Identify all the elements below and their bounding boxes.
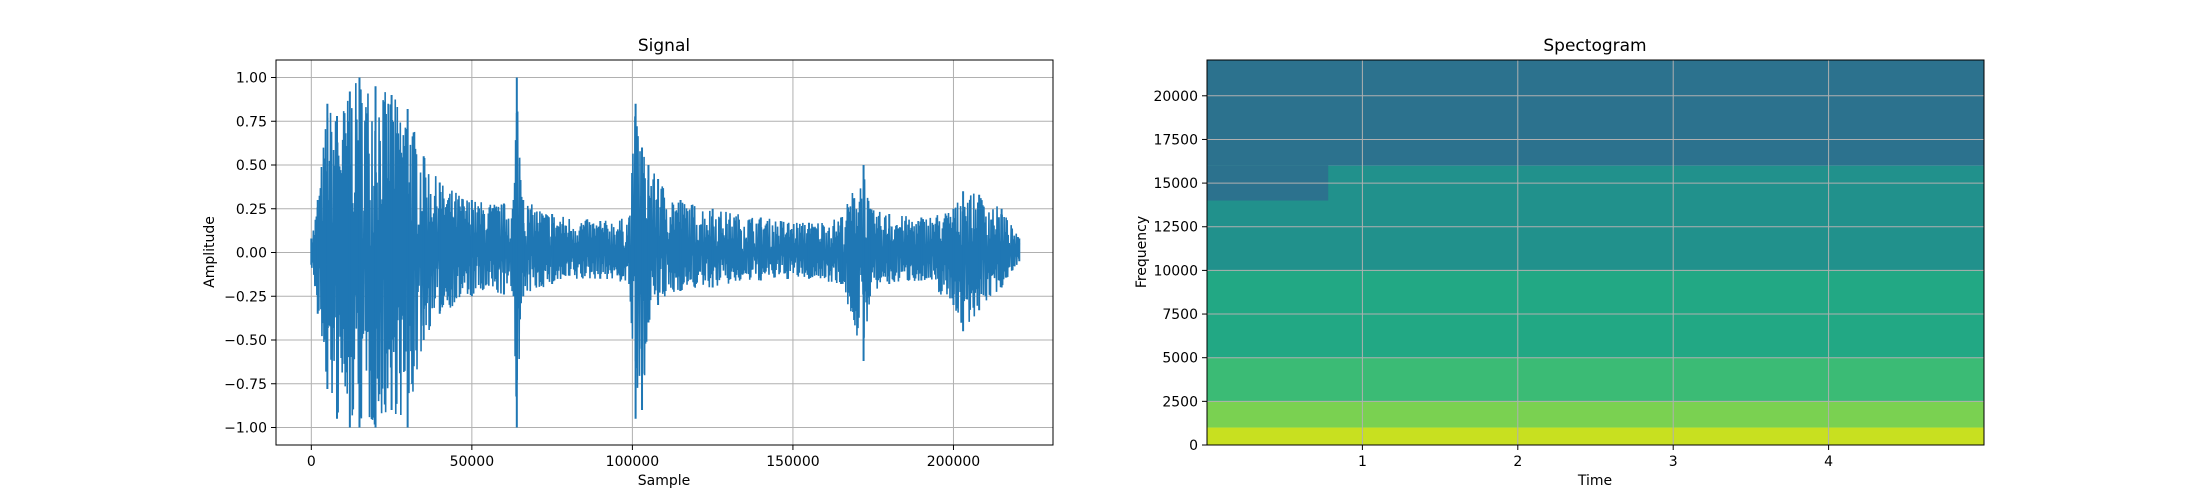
spectrogram-x-tick-label: 2 [1513,454,1522,470]
spectrogram-y-tick-label: 12500 [1153,220,1198,236]
spectrogram-y-tick-label: 0 [1189,438,1198,454]
spectrogram-chart: Spectogram 1 2 3 4 0 2500 5000 7500 10000 12500 1… [1134,36,1985,489]
signal-x-tick-label: 50000 [450,454,495,470]
spectrogram-y-tick-label: 20000 [1153,89,1198,105]
signal-y-tick-label: −0.25 [224,289,267,305]
signal-x-tick-label: 0 [307,454,316,470]
spectrogram-x-tick-label: 3 [1669,454,1678,470]
signal-x-label: Sample [638,473,691,489]
signal-y-tick-label: 0.25 [236,202,267,218]
spectrogram-y-tick-label: 7500 [1162,307,1198,323]
spectrogram-y-tick-label: 17500 [1153,132,1198,148]
spectrogram-band [1207,60,1984,166]
spectrogram-band [1207,357,1984,402]
signal-title: Signal [638,36,690,56]
spectrogram-y-tick-label: 5000 [1162,351,1198,367]
spectrogram-band [1207,401,1984,428]
signal-y-ticks: −1.00 −0.75 −0.50 −0.25 0.00 0.25 0.50 0.75 1.00 [224,71,276,437]
spectrogram-y-tick-label: 2500 [1162,394,1198,410]
signal-y-tick-label: −0.75 [224,377,267,393]
signal-x-tick-label: 200000 [927,454,980,470]
spectrogram-image [1207,60,1984,445]
signal-x-ticks: 0 50000 100000 150000 200000 [307,445,980,470]
signal-y-tick-label: 0.75 [236,114,267,130]
signal-x-tick-label: 100000 [606,454,659,470]
spectrogram-y-ticks: 0 2500 5000 7500 10000 12500 15000 17500 20000 [1153,89,1207,454]
spectrogram-x-label: Time [1577,473,1612,489]
signal-chart: Signal 0 50000 100000 150000 200000 −1.00 −0.… [202,36,1054,489]
signal-x-tick-label: 150000 [766,454,819,470]
spectrogram-title: Spectogram [1543,36,1646,56]
spectrogram-axes-frame [1206,59,1985,446]
signal-y-tick-label: −0.50 [224,333,267,349]
spectrogram-y-tick-label: 15000 [1153,176,1198,192]
spectrogram-x-tick-label: 4 [1824,454,1833,470]
signal-y-tick-label: 1.00 [236,71,267,87]
spectrogram-x-ticks: 1 2 3 4 [1358,445,1833,470]
signal-peaks [310,77,1021,428]
signal-y-tick-label: 0.50 [236,158,267,174]
spectrogram-band [1207,427,1984,445]
spectrogram-x-tick-label: 1 [1358,454,1367,470]
signal-plot [310,77,1021,428]
signal-waveform [310,83,1021,425]
signal-y-label: Amplitude [202,216,218,288]
signal-y-tick-label: 0.00 [236,246,267,262]
spectrogram-y-label: Frequency [1134,216,1150,288]
signal-y-tick-label: −1.00 [224,421,267,437]
spectrogram-y-tick-label: 10000 [1153,263,1198,279]
